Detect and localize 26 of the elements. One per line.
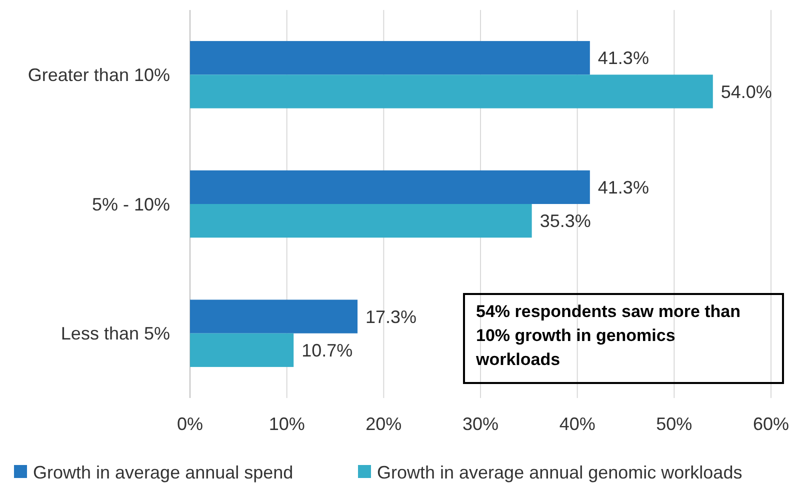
y-tick-label: 5% - 10% xyxy=(92,194,170,214)
x-tick-label: 0% xyxy=(176,414,204,434)
x-tick-label: 50% xyxy=(656,414,692,434)
data-label: 41.3% xyxy=(598,48,649,68)
annotation: 54% respondents saw more than 10% growth in genomics workloads xyxy=(475,301,742,371)
data-label: 17.3% xyxy=(366,306,417,327)
bar xyxy=(190,333,294,367)
x-tick-label: 20% xyxy=(366,414,402,434)
legend-label: Growth in average annual spend xyxy=(33,462,294,482)
bar xyxy=(190,41,590,75)
data-label: 41.3% xyxy=(598,177,649,198)
legend-label: Growth in average annual genomic workloads xyxy=(377,462,742,482)
data-label: 35.3% xyxy=(540,211,591,232)
x-tick-label: 40% xyxy=(559,414,596,434)
y-tick-label: Less than 5% xyxy=(60,324,170,344)
y-tick-label: Greater than 10% xyxy=(28,64,170,85)
data-label: 54.0% xyxy=(720,82,772,102)
x-tick-label: 10% xyxy=(268,414,305,434)
data-label: 10.7% xyxy=(302,340,353,360)
bar xyxy=(190,300,358,334)
x-tick-label: 60% xyxy=(752,414,790,434)
bar xyxy=(190,204,532,238)
bar xyxy=(190,170,590,204)
x-tick-label: 30% xyxy=(462,414,499,434)
note-box: 54% respondents saw more than 10% growth in genomics workloads xyxy=(463,293,784,384)
bar xyxy=(190,74,713,108)
